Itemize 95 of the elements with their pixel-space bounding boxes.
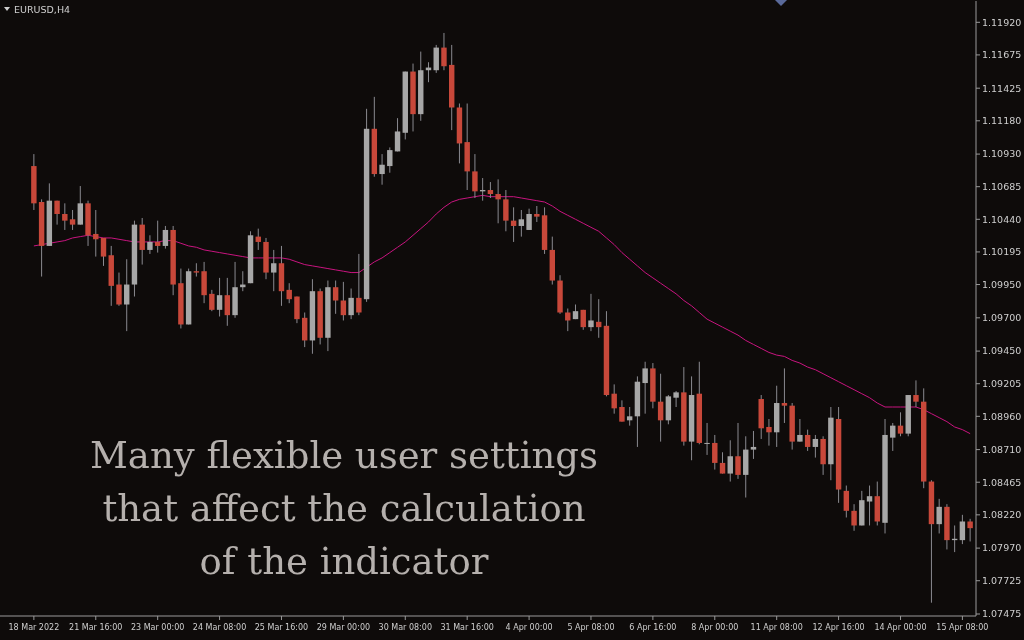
x-tick-label: 15 Apr 08:00	[936, 623, 989, 632]
candlestick	[100, 237, 107, 267]
candlestick	[766, 418, 772, 447]
candlestick	[913, 379, 919, 408]
y-tick-label: 1.09205	[982, 378, 1022, 390]
candlestick	[851, 503, 857, 532]
candlestick	[804, 429, 811, 452]
candlestick	[642, 361, 648, 415]
candlestick	[124, 258, 130, 332]
candlestick	[503, 189, 509, 232]
candlestick	[472, 153, 478, 199]
x-tick-label: 4 Apr 00:00	[505, 623, 553, 632]
candlestick	[154, 220, 161, 254]
candlestick	[704, 422, 710, 456]
candlestick	[959, 514, 966, 545]
candlestick	[271, 249, 277, 292]
candlestick	[116, 272, 122, 307]
candlestick	[294, 296, 300, 324]
x-tick-label: 24 Mar 08:00	[192, 623, 247, 632]
candlestick	[77, 185, 83, 226]
candlestick	[216, 277, 223, 317]
candlestick	[62, 202, 68, 231]
y-tick-label: 1.10195	[982, 246, 1022, 258]
y-tick-label: 1.08710	[982, 443, 1022, 455]
candlestick	[866, 485, 873, 526]
y-tick-label: 1.10440	[982, 213, 1022, 225]
candlestick	[619, 399, 625, 423]
y-tick-label: 1.11920	[982, 16, 1022, 28]
y-tick-label: 1.07970	[982, 542, 1022, 554]
y-tick-label: 1.07725	[982, 575, 1022, 587]
candlestick	[209, 289, 215, 312]
x-tick-label: 25 Mar 16:00	[254, 623, 309, 632]
candlestick	[588, 293, 594, 332]
candlestick	[727, 439, 733, 483]
candlestick	[201, 261, 207, 304]
y-tick-label: 1.09450	[982, 345, 1022, 357]
candlestick	[379, 153, 385, 186]
x-tick-label: 30 Mar 08:00	[378, 623, 432, 632]
candlestick	[332, 280, 339, 315]
candlestick	[735, 422, 741, 480]
x-tick-label: 6 Apr 16:00	[629, 623, 677, 632]
candlestick	[441, 32, 447, 71]
x-tick-label: 31 Mar 16:00	[440, 623, 494, 632]
candlestick	[495, 178, 501, 224]
y-tick-label: 1.09700	[982, 312, 1022, 324]
candlestick	[526, 208, 532, 231]
candlestick	[719, 451, 726, 475]
x-tick-label: 14 Apr 00:00	[874, 623, 927, 632]
y-tick-label: 1.09950	[982, 278, 1022, 290]
chart-title: EURUSD,H4	[14, 4, 71, 15]
y-tick-label: 1.11675	[982, 49, 1022, 61]
x-tick-label: 23 Mar 00:00	[130, 623, 185, 632]
y-tick-label: 1.08960	[982, 410, 1022, 422]
candlestick	[611, 383, 617, 415]
annotation: Many flexible user settings that affect the calculation of the indicator	[89, 434, 599, 583]
candlestick	[812, 434, 819, 459]
x-tick-label: 18 Mar 2022	[8, 623, 60, 632]
candlestick	[565, 308, 571, 332]
x-tick-label: 8 Apr 00:00	[691, 623, 739, 632]
candlestick	[750, 430, 757, 460]
y-tick-label: 1.07475	[982, 608, 1022, 620]
candlestick	[665, 394, 672, 425]
candlestick	[162, 225, 169, 250]
candlestick	[147, 234, 153, 255]
candlestick	[890, 422, 896, 452]
y-tick-label: 1.08465	[982, 476, 1022, 488]
y-tick-label: 1.10930	[982, 148, 1022, 160]
candlestick	[897, 411, 904, 437]
candlestick	[797, 418, 803, 443]
candlestick	[387, 146, 393, 174]
candlestick	[394, 117, 401, 152]
candlestick	[781, 367, 788, 424]
candlestick	[224, 277, 231, 327]
x-tick-label: 12 Apr 16:00	[812, 623, 865, 632]
line-series	[33, 194, 971, 435]
candlestick	[193, 262, 200, 278]
x-tick-label: 21 Mar 16:00	[69, 623, 123, 632]
candlestick	[712, 434, 718, 471]
y-tick-label: 1.08220	[982, 509, 1022, 521]
x-tick-label: 11 Apr 08:00	[750, 623, 803, 632]
candlestick	[626, 406, 633, 427]
candlestick	[936, 498, 942, 534]
candlestick	[286, 282, 292, 304]
candlestick	[843, 485, 850, 518]
candlestick	[69, 209, 76, 231]
candlestick	[348, 288, 354, 320]
candlestick	[518, 209, 525, 238]
y-tick-label: 1.11180	[982, 115, 1022, 127]
y-tick-label: 1.10685	[982, 181, 1022, 193]
x-tick-label: 5 Apr 08:00	[567, 623, 615, 632]
candlestick	[967, 518, 973, 542]
candlestick	[356, 253, 362, 316]
y-tick-label: 1.11425	[982, 82, 1022, 94]
candlestick	[673, 390, 679, 408]
x-tick-label: 29 Mar 00:00	[316, 623, 371, 632]
